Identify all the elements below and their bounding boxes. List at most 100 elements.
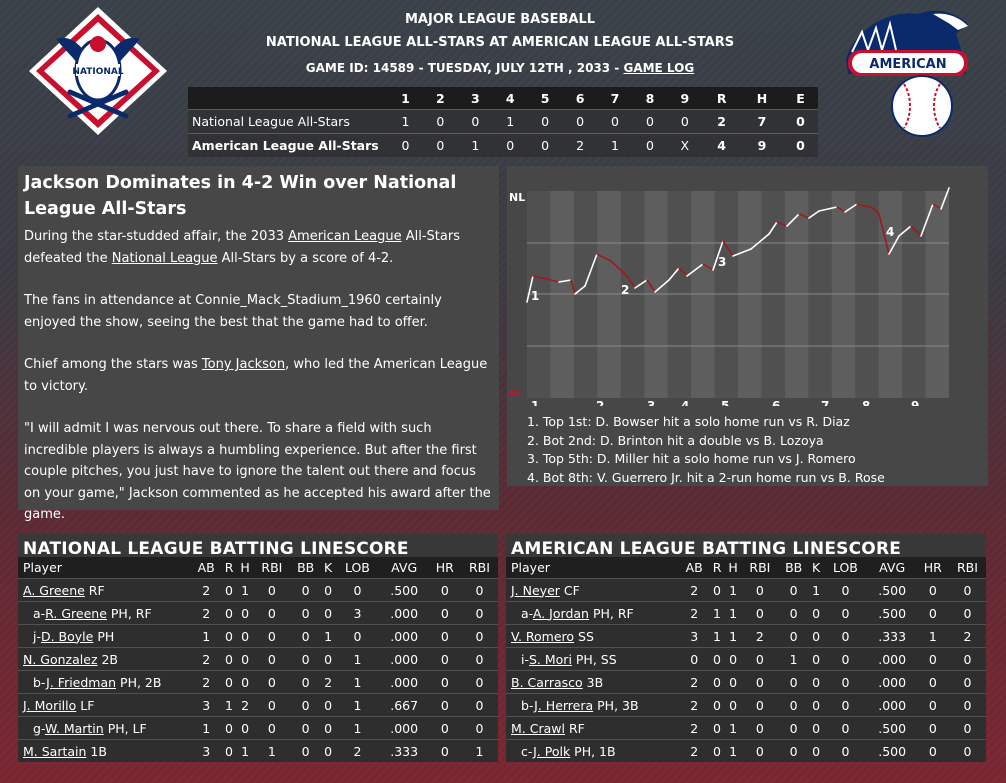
inning-header: 6 xyxy=(562,87,598,110)
win-prob-segment xyxy=(526,275,534,303)
stat-cell: 2 xyxy=(191,578,222,602)
team-name[interactable]: American League All-Stars xyxy=(192,138,379,153)
column-header[interactable]: HR xyxy=(916,557,949,579)
stat-cell: 0 xyxy=(916,578,949,602)
column-header[interactable]: K xyxy=(808,557,824,579)
batter-row: b-J. Herrera PH, 3B 2 0 0 0 0 0 0.000 0 0 xyxy=(506,693,986,717)
stat-cell: 0 xyxy=(460,624,498,648)
win-prob-segment xyxy=(844,203,858,213)
stat-cell: 0 xyxy=(460,647,498,671)
column-header[interactable]: LOB xyxy=(823,557,868,579)
player-link[interactable]: V. Romero xyxy=(511,628,575,644)
column-header[interactable]: R xyxy=(221,557,237,579)
story-paragraph: The fans in attendance at Connie_Mack_St… xyxy=(24,293,442,330)
column-header[interactable]: RBI xyxy=(948,557,986,579)
nl-batting-linescore: NATIONAL LEAGUE BATTING LINESCORE Player… xyxy=(18,533,498,762)
player-link[interactable]: J. Morillo xyxy=(23,697,77,713)
stat-cell: 0 xyxy=(823,739,868,762)
column-header[interactable]: BB xyxy=(290,557,321,579)
player-link[interactable]: W. Martin xyxy=(44,720,104,736)
stat-cell: 0 xyxy=(428,716,461,740)
stat-cell: 0 xyxy=(236,601,254,625)
inning-header: H xyxy=(740,87,783,110)
game-log-link[interactable]: GAME LOG xyxy=(623,61,695,75)
nl-batting-title: NATIONAL LEAGUE BATTING LINESCORE xyxy=(18,533,498,559)
player-link[interactable]: R. Greene xyxy=(45,605,107,621)
stat-cell: 0 xyxy=(221,624,237,648)
column-header[interactable]: AB xyxy=(679,557,710,579)
batter-row: c-J. Polk PH, 1B 2 0 1 0 0 0 0.500 0 0 xyxy=(506,739,986,762)
american-league-link[interactable]: American League xyxy=(288,229,402,244)
player-cell: V. Romero SS xyxy=(506,624,679,648)
player-link[interactable]: N. Gonzalez xyxy=(23,651,98,667)
inning-header: 2 xyxy=(422,87,458,110)
player-link[interactable]: S. Mori xyxy=(528,651,572,667)
stat-cell: 0 xyxy=(778,601,809,625)
player-cell: b-J. Friedman PH, 2B xyxy=(18,670,191,694)
player-link[interactable]: J. Neyer xyxy=(511,582,560,598)
column-header[interactable]: RBI xyxy=(460,557,498,579)
stat-cell: 0 xyxy=(948,601,986,625)
player-link[interactable]: B. Carrasco xyxy=(511,674,583,690)
stat-cell: 0 xyxy=(428,578,461,602)
stat-cell: 0 xyxy=(253,601,291,625)
stat-cell: 0 xyxy=(948,647,986,671)
event-marker: 4 xyxy=(886,225,894,239)
column-header[interactable]: BB xyxy=(778,557,809,579)
column-header[interactable]: AB xyxy=(191,557,222,579)
stat-cell: 0 xyxy=(460,601,498,625)
player-position: PH, 1B xyxy=(570,743,616,759)
player-link[interactable]: A. Greene xyxy=(23,582,85,598)
stat-cell: 1 xyxy=(191,716,222,740)
stat-cell: 1 xyxy=(335,670,380,694)
column-header[interactable]: RBI xyxy=(741,557,779,579)
batter-row: A. Greene RF 2 0 1 0 0 0 0.500 0 0 xyxy=(18,578,498,602)
team-name[interactable]: National League All-Stars xyxy=(192,114,350,129)
column-header[interactable]: Player xyxy=(18,557,191,579)
column-header[interactable]: RBI xyxy=(253,557,291,579)
national-league-link[interactable]: National League xyxy=(111,250,218,266)
stat-cell: 0 xyxy=(320,578,336,602)
player-link[interactable]: D. Boyle xyxy=(40,628,94,644)
player-link[interactable]: M. Sartain xyxy=(23,743,87,759)
win-prob-segment xyxy=(596,253,612,262)
stat-cell: 1 xyxy=(460,739,498,762)
column-header[interactable]: Player xyxy=(506,557,679,579)
column-header[interactable]: R xyxy=(709,557,725,579)
stat-cell: 0 xyxy=(221,647,237,671)
stat-cell: 0 xyxy=(221,739,237,762)
player-link[interactable]: A. Jordan xyxy=(532,605,589,621)
stat-cell: 1 xyxy=(778,647,809,671)
svg-text:AMERICAN: AMERICAN xyxy=(869,57,946,72)
player-link[interactable]: M. Crawl xyxy=(511,720,565,736)
inning-tick-label: 7 xyxy=(821,399,829,406)
stat-cell: 0 xyxy=(916,670,949,694)
column-header[interactable]: AVG xyxy=(867,557,917,579)
stat-cell: 0 xyxy=(320,739,336,762)
player-link[interactable]: J. Herrera xyxy=(534,697,594,713)
nl-batting-table: Player AB R H RBI BB K LOB AVG HR RBI A. Greene RF 2… xyxy=(18,557,498,762)
win-prob-segment xyxy=(584,253,598,287)
column-header[interactable]: AVG xyxy=(379,557,429,579)
stat-cell: 0 xyxy=(741,739,779,762)
column-header[interactable]: H xyxy=(724,557,742,579)
inning-header: E xyxy=(782,87,818,110)
stat-cell: 0 xyxy=(948,693,986,717)
stat-cell: 0 xyxy=(741,647,779,671)
tony-jackson-link[interactable]: Tony Jackson xyxy=(201,357,286,372)
stat-cell: 0 xyxy=(428,670,461,694)
column-header[interactable]: LOB xyxy=(335,557,380,579)
win-prob-segment xyxy=(878,213,890,255)
column-header[interactable]: H xyxy=(236,557,254,579)
inning-header: 9 xyxy=(667,87,703,110)
stat-cell: 2 xyxy=(679,716,710,740)
column-header[interactable]: K xyxy=(320,557,336,579)
batter-row: J. Neyer CF 2 0 1 0 0 1 0.500 0 0 xyxy=(506,578,986,602)
player-link[interactable]: J. Polk xyxy=(533,743,571,759)
column-header[interactable]: HR xyxy=(428,557,461,579)
inning-score: 0 xyxy=(436,114,445,129)
win-prob-segment xyxy=(768,221,778,235)
stat-cell: 0 xyxy=(236,624,254,648)
stat-cell: 2 xyxy=(679,578,710,602)
player-link[interactable]: J. Friedman xyxy=(46,674,117,690)
